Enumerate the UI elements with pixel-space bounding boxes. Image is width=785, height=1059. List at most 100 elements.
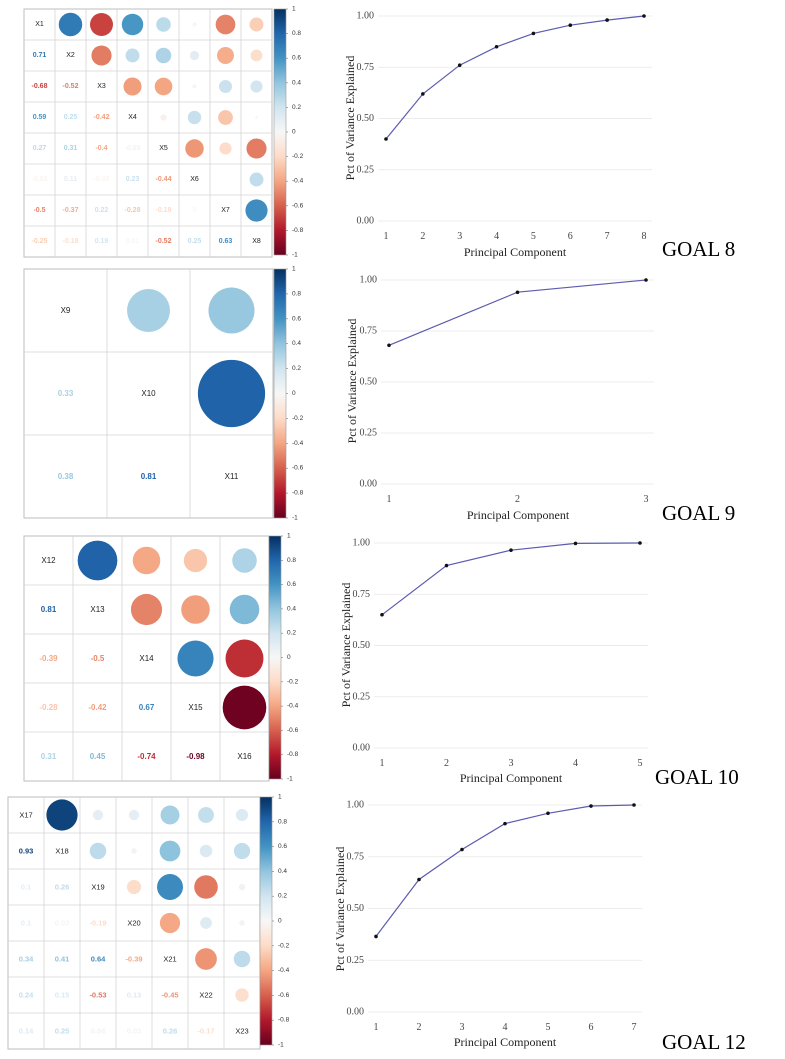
colorbar-tick-label: 0.4 [292, 79, 301, 86]
correlation-circle [222, 685, 267, 730]
x-tick-label: 2 [417, 1022, 422, 1033]
goal-label: GOAL 9 [662, 501, 735, 525]
correlation-circle [58, 12, 83, 37]
colorbar-tick-label: 0.2 [278, 893, 287, 900]
correlation-circle [233, 950, 251, 968]
correlation-value: -0.18 [63, 238, 79, 245]
correlation-circle [46, 799, 78, 831]
correlation-value: 0 [193, 207, 197, 214]
colorbar-tick-label: -0.4 [278, 967, 290, 974]
variable-label: X21 [163, 955, 176, 964]
variable-label: X5 [159, 145, 168, 152]
data-point [503, 821, 507, 826]
correlation-circle [121, 13, 144, 36]
data-point [515, 290, 520, 295]
correlation-value: -0.42 [88, 703, 107, 712]
data-point [568, 23, 573, 28]
correlation-value: 0.19 [95, 238, 109, 245]
y-tick-label: 0.25 [357, 164, 375, 175]
correlation-value: 0.22 [95, 207, 109, 214]
y-axis-label: Pct of Variance Explained [333, 847, 347, 972]
x-axis-label: Principal Component [464, 245, 567, 259]
variable-label: X14 [139, 654, 154, 663]
y-tick-label: 0.00 [347, 1007, 365, 1018]
correlation-value: 0.31 [64, 145, 78, 152]
colorbar-tick-label: -0.4 [287, 703, 299, 710]
correlation-matrix: X17 0.93 X18 0.1 0.26 X19 0.1 0.03 -0.19 X20 0.34 0… [7, 794, 290, 1050]
correlation-circle [127, 289, 170, 332]
matrix-frame [7, 796, 261, 1050]
correlation-value: 0.25 [55, 1027, 70, 1036]
correlation-circle [250, 80, 263, 93]
correlation-circle [126, 879, 142, 895]
correlation-value: 0.03 [55, 919, 70, 928]
variable-label: X19 [91, 883, 104, 892]
correlation-circle [157, 874, 183, 900]
correlation-value: -0.52 [156, 238, 172, 245]
variable-label: X16 [237, 752, 252, 761]
x-tick-label: 6 [568, 231, 573, 242]
correlation-matrix: X1 0.71 X2 -0.68 -0.52 X3 0.59 0.25 -0.42 X4 0.27 0… [23, 6, 304, 259]
correlation-value: 0.71 [33, 52, 47, 59]
correlation-circle [208, 287, 255, 334]
correlation-circle [255, 116, 258, 119]
correlation-circle [77, 540, 118, 581]
x-tick-label: 3 [644, 494, 649, 505]
correlation-circle [187, 110, 202, 125]
correlation-value: -0.19 [89, 919, 106, 928]
x-tick-label: 5 [638, 758, 643, 769]
colorbar-tick-label: -1 [292, 515, 298, 522]
correlation-value: -0.28 [39, 703, 58, 712]
x-tick-label: 2 [515, 494, 520, 505]
variable-label: X3 [97, 83, 106, 90]
correlation-circle [159, 912, 181, 934]
correlation-value: -0.53 [89, 991, 106, 1000]
goal-label: GOAL 12 [662, 1030, 746, 1054]
correlation-circle [160, 805, 180, 825]
data-point [638, 541, 642, 545]
variable-label: X13 [90, 605, 105, 614]
data-point [642, 14, 646, 18]
y-tick-label: 0.25 [360, 428, 378, 439]
y-tick-label: 1.00 [353, 538, 371, 549]
correlation-value: 0.93 [19, 847, 34, 856]
x-tick-label: 8 [642, 231, 647, 242]
correlation-circle [183, 548, 208, 573]
correlation-value: 0.1 [21, 883, 31, 892]
correlation-value: 0.25 [64, 114, 78, 121]
correlation-value: 0.45 [90, 752, 106, 761]
correlation-circle [92, 809, 104, 821]
colorbar-tick-label: -0.8 [278, 1017, 290, 1024]
variable-label: X7 [221, 207, 230, 214]
y-axis-label: Pct of Variance Explained [343, 56, 357, 181]
correlation-value: 0.14 [19, 1027, 34, 1036]
colorbar-tick-label: 0.2 [292, 104, 301, 111]
correlation-value: -0.19 [156, 207, 172, 214]
correlation-value: 0.41 [55, 955, 70, 964]
y-tick-label: 1.00 [347, 800, 365, 811]
colorbar-tick-label: 0 [287, 654, 291, 661]
y-tick-label: 0.50 [360, 377, 378, 388]
colorbar-tick-label: 0.6 [287, 581, 296, 588]
data-point [546, 811, 550, 816]
correlation-value: -0.42 [94, 114, 110, 121]
colorbar-tick-label: 0.4 [292, 340, 301, 347]
x-tick-label: 1 [374, 1022, 379, 1033]
correlation-circle [249, 172, 264, 187]
colorbar-tick-label: -1 [278, 1042, 284, 1049]
x-tick-label: 5 [546, 1022, 551, 1033]
y-tick-label: 1.00 [360, 275, 378, 286]
y-axis-label: Pct of Variance Explained [339, 583, 353, 708]
correlation-circle [229, 594, 260, 625]
correlation-value: 0.59 [33, 114, 47, 121]
correlation-value: -0.4 [95, 145, 107, 152]
colorbar-tick-label: 0.8 [292, 290, 301, 297]
x-tick-label: 7 [605, 231, 610, 242]
correlation-circle [239, 920, 245, 926]
colorbar-tick-label: -0.4 [292, 440, 304, 447]
correlation-value: -0.39 [39, 654, 58, 663]
correlation-circle [198, 807, 214, 823]
data-point [644, 278, 648, 282]
colorbar-tick-label: 0.4 [278, 868, 287, 875]
correlation-circle [90, 13, 113, 36]
